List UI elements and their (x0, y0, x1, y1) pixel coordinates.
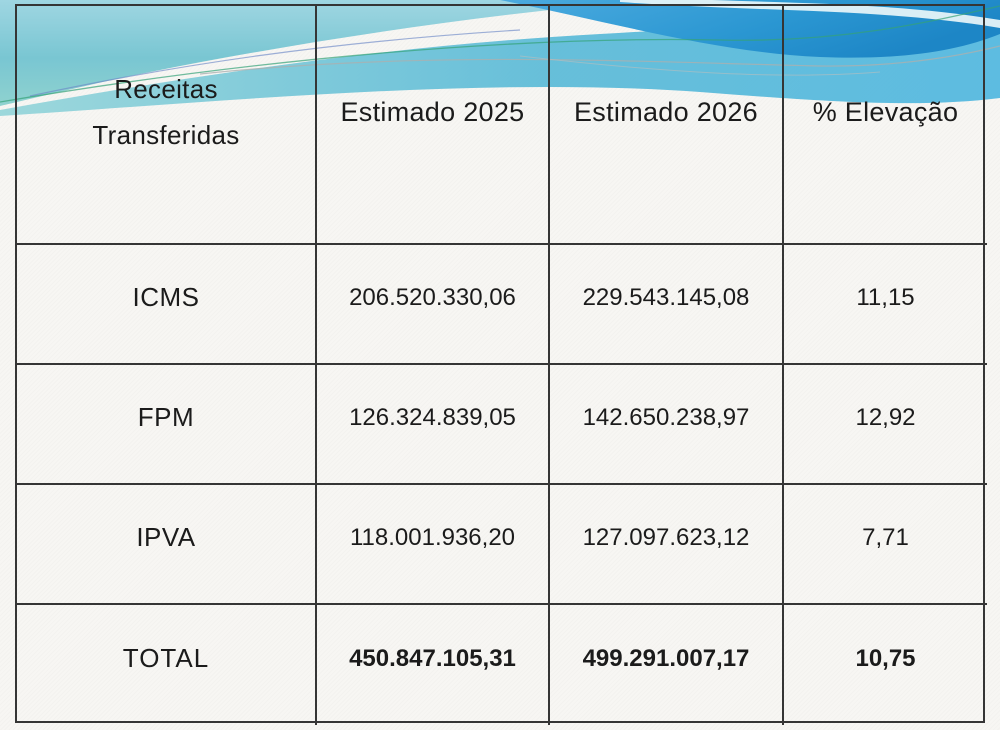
row-total-pct: 10,75 (855, 645, 916, 672)
accent-line-green (0, 5, 1000, 103)
wave-decoration (0, 0, 1000, 116)
row-ipva-pct: 7,71 (784, 485, 987, 605)
accent-line-blue (29, 29, 521, 97)
row-fpm-pct: 12,92 (784, 365, 987, 485)
wave-white-sliver (620, 0, 1000, 28)
row-total-est-2026: 499.291.007,17 (550, 605, 784, 725)
row-icms-est-2025: 206.520.330,06 (317, 245, 550, 365)
row-fpm-est-2026: 142.650.238,97 (550, 365, 784, 485)
accent-line-gray-2 (519, 55, 881, 76)
row-total-label: TOTAL (17, 605, 317, 725)
header-receitas-transferidas-text: Receitas Transferidas (92, 74, 240, 150)
row-fpm-label: FPM (17, 365, 317, 485)
accent-line-gray-1 (199, 45, 1000, 75)
header-pct-elevacao: % Elevação (784, 6, 987, 245)
row-icms-pct: 11,15 (784, 245, 987, 365)
row-ipva-label: IPVA (17, 485, 317, 605)
row-ipva-est-2025: 118.001.936,20 (317, 485, 550, 605)
header-receitas-transferidas: Receitas Transferidas (17, 6, 317, 245)
wave-left-teal (0, 0, 648, 106)
receitas-table: Receitas Transferidas Estimado 2025 Esti… (15, 4, 987, 725)
row-fpm-est-2025: 126.324.839,05 (317, 365, 550, 485)
row-icms-label: ICMS (17, 245, 317, 365)
header-estimado-2026: Estimado 2026 (550, 6, 784, 245)
row-ipva-est-2026: 127.097.623,12 (550, 485, 784, 605)
header-estimado-2025: Estimado 2025 (317, 6, 550, 245)
wave-right-blue (500, 0, 1000, 58)
row-icms-est-2026: 229.543.145,08 (550, 245, 784, 365)
row-total-est-2025: 450.847.105,31 (317, 605, 550, 725)
